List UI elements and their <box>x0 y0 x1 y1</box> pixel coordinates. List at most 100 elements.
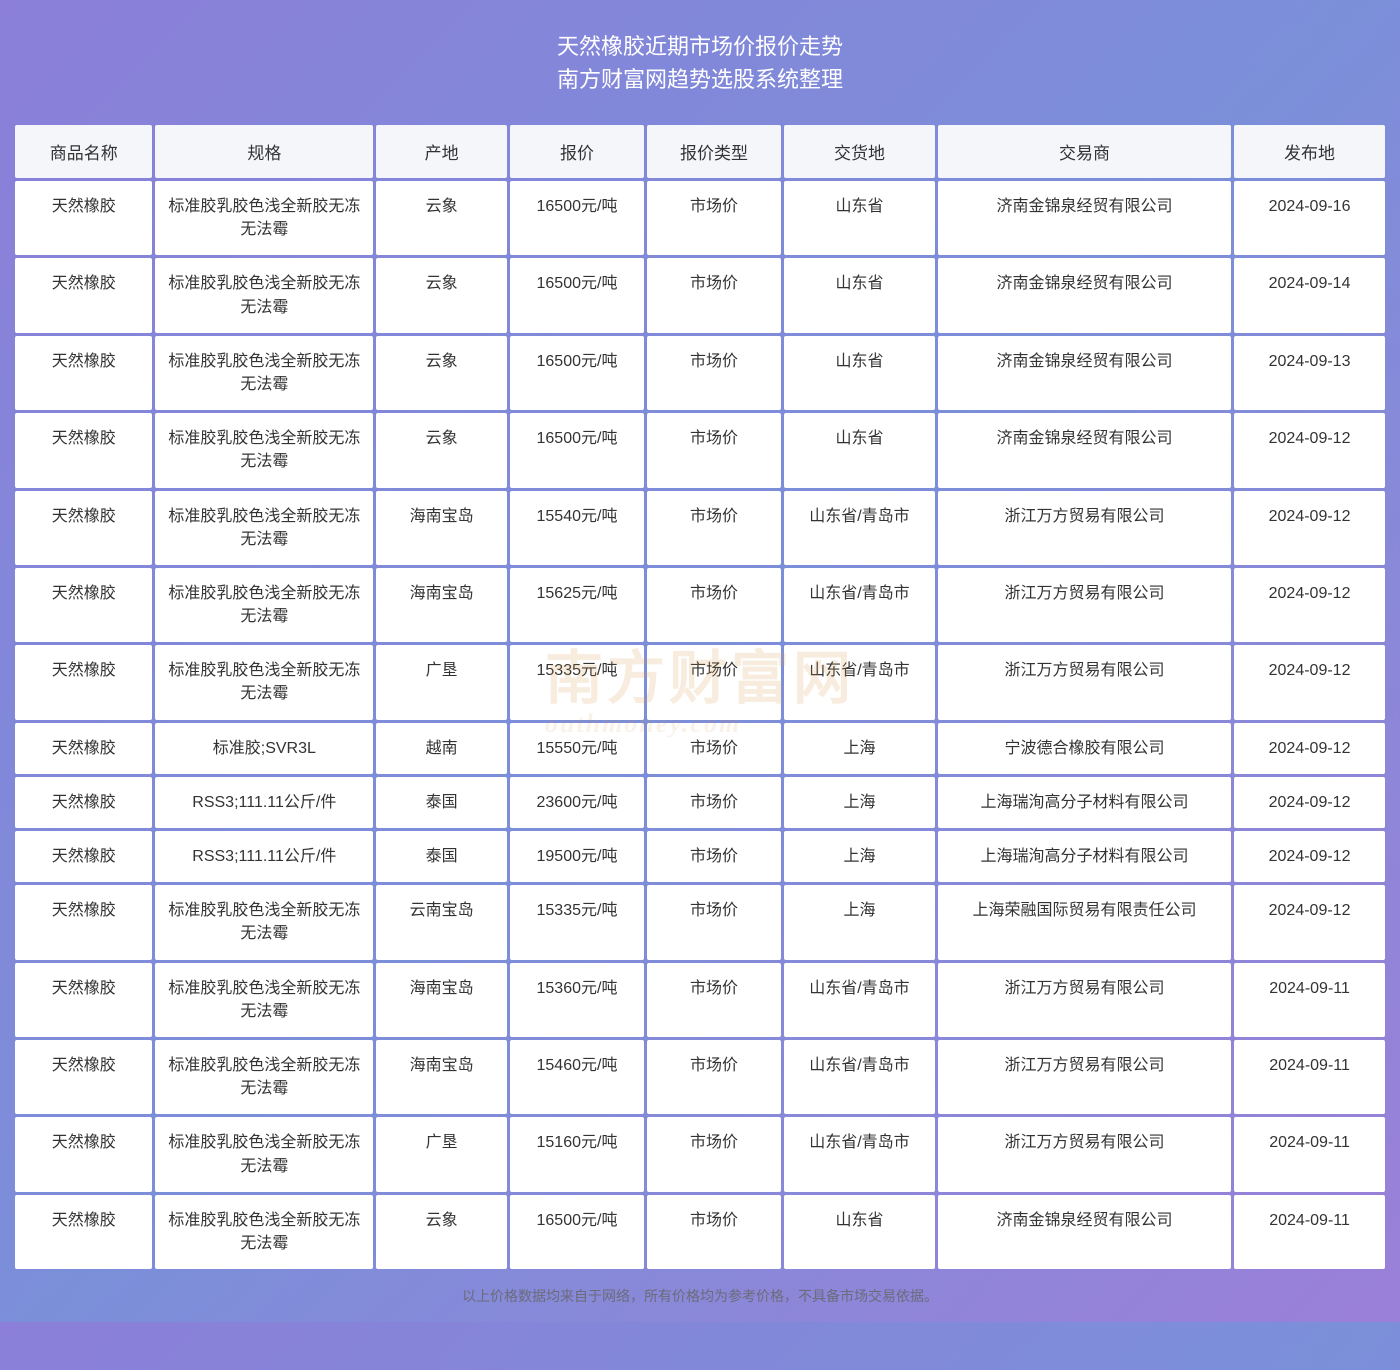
cell-dealer: 济南金锦泉经贸有限公司 <box>938 413 1231 487</box>
price-table-wrap: 商品名称规格产地报价报价类型交货地交易商发布地 天然橡胶标准胶乳胶色浅全新胶无冻… <box>12 122 1388 1272</box>
cell-date: 2024-09-11 <box>1234 1040 1385 1114</box>
cell-price: 16500元/吨 <box>510 413 644 487</box>
cell-spec: 标准胶乳胶色浅全新胶无冻无法霉 <box>155 568 373 642</box>
cell-name: 天然橡胶 <box>15 777 152 828</box>
cell-ptype: 市场价 <box>647 258 781 332</box>
cell-date: 2024-09-12 <box>1234 831 1385 882</box>
table-row: 天然橡胶RSS3;111.11公斤/件泰国23600元/吨市场价上海上海瑞洵高分… <box>15 777 1385 828</box>
cell-name: 天然橡胶 <box>15 723 152 774</box>
cell-price: 19500元/吨 <box>510 831 644 882</box>
cell-spec: 标准胶乳胶色浅全新胶无冻无法霉 <box>155 413 373 487</box>
cell-name: 天然橡胶 <box>15 181 152 255</box>
cell-dloc: 山东省 <box>784 336 935 410</box>
cell-price: 15360元/吨 <box>510 963 644 1037</box>
title-line-1: 天然橡胶近期市场价报价走势 <box>12 30 1388 63</box>
cell-dloc: 山东省 <box>784 258 935 332</box>
header-ptype: 报价类型 <box>647 125 781 178</box>
table-row: 天然橡胶标准胶乳胶色浅全新胶无冻无法霉海南宝岛15460元/吨市场价山东省/青岛… <box>15 1040 1385 1114</box>
cell-origin: 云象 <box>376 258 507 332</box>
cell-dealer: 上海瑞洵高分子材料有限公司 <box>938 777 1231 828</box>
cell-dloc: 上海 <box>784 831 935 882</box>
cell-origin: 海南宝岛 <box>376 963 507 1037</box>
table-row: 天然橡胶标准胶乳胶色浅全新胶无冻无法霉海南宝岛15360元/吨市场价山东省/青岛… <box>15 963 1385 1037</box>
cell-name: 天然橡胶 <box>15 336 152 410</box>
cell-spec: 标准胶乳胶色浅全新胶无冻无法霉 <box>155 1040 373 1114</box>
cell-origin: 海南宝岛 <box>376 491 507 565</box>
cell-spec: 标准胶乳胶色浅全新胶无冻无法霉 <box>155 1195 373 1269</box>
cell-dloc: 山东省/青岛市 <box>784 491 935 565</box>
cell-date: 2024-09-12 <box>1234 885 1385 959</box>
cell-dealer: 济南金锦泉经贸有限公司 <box>938 1195 1231 1269</box>
cell-name: 天然橡胶 <box>15 1040 152 1114</box>
table-row: 天然橡胶标准胶乳胶色浅全新胶无冻无法霉云象16500元/吨市场价山东省济南金锦泉… <box>15 181 1385 255</box>
cell-date: 2024-09-11 <box>1234 1195 1385 1269</box>
header-origin: 产地 <box>376 125 507 178</box>
header-dealer: 交易商 <box>938 125 1231 178</box>
cell-date: 2024-09-14 <box>1234 258 1385 332</box>
cell-dealer: 浙江万方贸易有限公司 <box>938 491 1231 565</box>
cell-origin: 海南宝岛 <box>376 568 507 642</box>
price-table: 商品名称规格产地报价报价类型交货地交易商发布地 天然橡胶标准胶乳胶色浅全新胶无冻… <box>12 122 1388 1272</box>
cell-price: 15160元/吨 <box>510 1117 644 1191</box>
cell-dealer: 宁波德合橡胶有限公司 <box>938 723 1231 774</box>
cell-ptype: 市场价 <box>647 336 781 410</box>
title-line-2: 南方财富网趋势选股系统整理 <box>12 63 1388 96</box>
cell-origin: 泰国 <box>376 777 507 828</box>
cell-ptype: 市场价 <box>647 568 781 642</box>
cell-price: 15335元/吨 <box>510 885 644 959</box>
cell-dealer: 济南金锦泉经贸有限公司 <box>938 258 1231 332</box>
cell-date: 2024-09-11 <box>1234 963 1385 1037</box>
cell-ptype: 市场价 <box>647 1195 781 1269</box>
cell-date: 2024-09-16 <box>1234 181 1385 255</box>
cell-name: 天然橡胶 <box>15 491 152 565</box>
cell-name: 天然橡胶 <box>15 568 152 642</box>
cell-price: 15460元/吨 <box>510 1040 644 1114</box>
cell-origin: 云象 <box>376 1195 507 1269</box>
cell-price: 15335元/吨 <box>510 645 644 719</box>
header-date: 发布地 <box>1234 125 1385 178</box>
cell-date: 2024-09-12 <box>1234 413 1385 487</box>
cell-name: 天然橡胶 <box>15 885 152 959</box>
cell-name: 天然橡胶 <box>15 963 152 1037</box>
cell-dloc: 山东省 <box>784 413 935 487</box>
cell-name: 天然橡胶 <box>15 645 152 719</box>
cell-spec: RSS3;111.11公斤/件 <box>155 831 373 882</box>
cell-ptype: 市场价 <box>647 181 781 255</box>
cell-dloc: 山东省/青岛市 <box>784 963 935 1037</box>
cell-dealer: 上海瑞洵高分子材料有限公司 <box>938 831 1231 882</box>
cell-dloc: 山东省/青岛市 <box>784 1117 935 1191</box>
cell-dloc: 山东省 <box>784 181 935 255</box>
cell-dealer: 浙江万方贸易有限公司 <box>938 963 1231 1037</box>
footnote: 以上价格数据均来自于网络，所有价格均为参考价格，不具备市场交易依据。 <box>12 1272 1388 1310</box>
cell-price: 15550元/吨 <box>510 723 644 774</box>
cell-spec: RSS3;111.11公斤/件 <box>155 777 373 828</box>
header-price: 报价 <box>510 125 644 178</box>
cell-ptype: 市场价 <box>647 1040 781 1114</box>
cell-ptype: 市场价 <box>647 413 781 487</box>
cell-ptype: 市场价 <box>647 645 781 719</box>
cell-ptype: 市场价 <box>647 1117 781 1191</box>
table-row: 天然橡胶标准胶乳胶色浅全新胶无冻无法霉云象16500元/吨市场价山东省济南金锦泉… <box>15 413 1385 487</box>
cell-origin: 云南宝岛 <box>376 885 507 959</box>
cell-spec: 标准胶乳胶色浅全新胶无冻无法霉 <box>155 336 373 410</box>
cell-date: 2024-09-12 <box>1234 491 1385 565</box>
cell-dloc: 山东省/青岛市 <box>784 645 935 719</box>
cell-ptype: 市场价 <box>647 831 781 882</box>
cell-date: 2024-09-12 <box>1234 645 1385 719</box>
page-container: 天然橡胶近期市场价报价走势 南方财富网趋势选股系统整理 商品名称规格产地报价报价… <box>12 12 1388 1310</box>
cell-date: 2024-09-12 <box>1234 568 1385 642</box>
cell-price: 15540元/吨 <box>510 491 644 565</box>
cell-name: 天然橡胶 <box>15 831 152 882</box>
cell-ptype: 市场价 <box>647 963 781 1037</box>
cell-date: 2024-09-13 <box>1234 336 1385 410</box>
cell-dealer: 上海荣融国际贸易有限责任公司 <box>938 885 1231 959</box>
cell-dloc: 山东省/青岛市 <box>784 1040 935 1114</box>
cell-dealer: 济南金锦泉经贸有限公司 <box>938 181 1231 255</box>
cell-spec: 标准胶乳胶色浅全新胶无冻无法霉 <box>155 963 373 1037</box>
table-row: 天然橡胶标准胶乳胶色浅全新胶无冻无法霉云象16500元/吨市场价山东省济南金锦泉… <box>15 1195 1385 1269</box>
cell-dealer: 浙江万方贸易有限公司 <box>938 645 1231 719</box>
header-name: 商品名称 <box>15 125 152 178</box>
table-body: 天然橡胶标准胶乳胶色浅全新胶无冻无法霉云象16500元/吨市场价山东省济南金锦泉… <box>15 181 1385 1269</box>
table-row: 天然橡胶标准胶乳胶色浅全新胶无冻无法霉云象16500元/吨市场价山东省济南金锦泉… <box>15 336 1385 410</box>
table-row: 天然橡胶标准胶乳胶色浅全新胶无冻无法霉广垦15335元/吨市场价山东省/青岛市浙… <box>15 645 1385 719</box>
